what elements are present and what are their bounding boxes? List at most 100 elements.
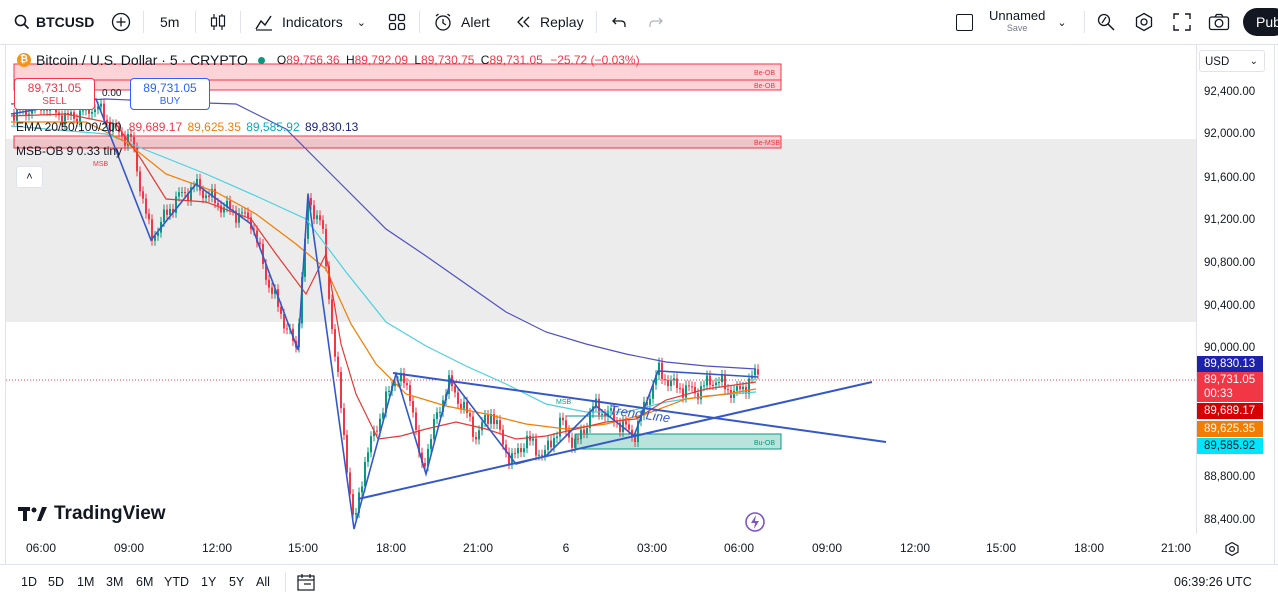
range-button-1y[interactable]: 1Y — [201, 575, 217, 589]
alert-button[interactable]: Alert — [433, 0, 490, 44]
top-toolbar: BTCUSD 5m Indicators ⌄ Alert Replay Unna… — [0, 0, 1278, 45]
collapse-legend-button[interactable]: ˄ — [16, 166, 43, 188]
range-button-5y[interactable]: 5Y — [229, 575, 245, 589]
candle-body — [76, 118, 78, 122]
utc-clock[interactable]: 06:39:26 UTC — [1174, 575, 1252, 589]
range-button-3m[interactable]: 3M — [106, 575, 124, 589]
compare-symbol-button[interactable] — [111, 0, 131, 44]
candle-body — [604, 413, 606, 417]
trend-line-upper[interactable] — [392, 372, 887, 443]
fullscreen-button[interactable] — [1173, 0, 1191, 44]
candle-body — [733, 390, 735, 398]
buy-button[interactable]: 89,731.05 BUY — [130, 78, 210, 110]
chart-type-button[interactable] — [209, 0, 227, 44]
candle-body — [550, 440, 552, 448]
indicators-button[interactable]: Indicators ⌄ — [254, 0, 366, 44]
divider — [195, 11, 196, 33]
candle-body — [664, 379, 666, 381]
candle-body — [100, 103, 102, 107]
candle-body — [475, 436, 477, 440]
indicators-label: Indicators — [282, 14, 343, 30]
chart-canvas[interactable]: Be-OB Be-OB Be-MSB Bu-OB MSB MSB Trend L… — [6, 44, 1196, 534]
candle-body — [724, 374, 726, 390]
quick-search-button[interactable] — [1096, 0, 1116, 44]
candle-body — [358, 492, 360, 513]
candle-body — [514, 453, 516, 455]
settings-button[interactable] — [1134, 0, 1154, 44]
range-button-5d[interactable]: 5D — [48, 575, 64, 589]
price-tick: 91,600.00 — [1204, 172, 1256, 184]
candle-body — [706, 375, 708, 386]
msb-legend[interactable]: MSB-OB 9 0.33 tiny — [16, 144, 122, 158]
sell-button[interactable]: 89,731.05 SELL — [14, 78, 95, 110]
currency-select[interactable]: USD ⌄ — [1199, 50, 1265, 72]
candle-body — [571, 437, 573, 448]
close-value: 89,731.05 — [489, 53, 543, 67]
range-button-1d[interactable]: 1D — [21, 575, 37, 589]
candle-body — [247, 212, 249, 218]
replay-button[interactable]: Replay — [515, 0, 584, 44]
candle-body — [268, 279, 270, 288]
publish-button[interactable]: Pub — [1243, 8, 1278, 36]
ema100-price-label: 89,585.92 — [1197, 438, 1263, 454]
candle-body — [112, 124, 114, 132]
bearish-msb-zone — [13, 135, 782, 149]
tradingview-logo[interactable]: TradingView — [18, 503, 166, 525]
ema-label: EMA 20/50/100/200 — [16, 120, 122, 134]
redo-button[interactable] — [648, 0, 664, 44]
range-button-6m[interactable]: 6M — [136, 575, 154, 589]
order-block-zones: Be-OB Be-OB Be-MSB Bu-OB MSB MSB — [13, 63, 782, 450]
candle-body — [379, 418, 381, 432]
candle-body — [61, 115, 63, 125]
candle-body — [610, 408, 612, 411]
candle-body — [139, 171, 141, 192]
candle-body — [742, 386, 744, 390]
candle-body — [352, 494, 354, 515]
candle-body — [13, 114, 15, 121]
brand-name: TradingView — [54, 503, 166, 524]
candle-body — [154, 235, 156, 241]
candle-body — [382, 412, 384, 419]
candle-body — [205, 195, 207, 199]
candle-body — [541, 454, 543, 456]
candle-body — [331, 299, 333, 330]
candle-body — [439, 411, 441, 413]
candle-body — [607, 410, 609, 417]
legend-title[interactable]: Bitcoin / U.S. Dollar · 5 · CRYPTO — [36, 52, 248, 68]
ema-legend[interactable]: EMA 20/50/100/200 89,689.17 89,625.35 89… — [16, 120, 358, 134]
candle-body — [628, 424, 630, 430]
layout-select[interactable]: Unnamed Save ⌄ — [956, 0, 1067, 44]
range-button-all[interactable]: All — [256, 575, 270, 589]
candle-body — [658, 362, 660, 376]
candle-body — [490, 413, 492, 424]
layout-status: Save — [1006, 23, 1028, 33]
snapshot-button[interactable] — [1208, 0, 1230, 44]
goto-date-button[interactable] — [296, 572, 316, 597]
candle-body — [283, 313, 285, 329]
undo-button[interactable] — [611, 0, 627, 44]
candle-body — [235, 210, 237, 223]
candle-body — [316, 215, 318, 220]
symbol-search[interactable]: BTCUSD — [14, 0, 94, 44]
candle-body — [544, 449, 546, 456]
buy-price: 89,731.05 — [143, 81, 197, 95]
lightning-icon[interactable] — [743, 510, 767, 539]
candle-body — [481, 422, 483, 431]
candle-body — [739, 386, 741, 390]
candle-body — [244, 212, 246, 214]
candle-body — [757, 369, 759, 375]
candle-body — [556, 436, 558, 438]
spread-value: 0.00 — [102, 88, 122, 99]
trend-line-lower[interactable] — [357, 381, 873, 500]
interval-button[interactable]: 5m — [160, 14, 180, 30]
axis-settings-button[interactable] — [1224, 541, 1240, 562]
candle-body — [211, 188, 213, 198]
range-button-1m[interactable]: 1M — [77, 575, 95, 589]
candle-body — [703, 385, 705, 387]
range-button-ytd[interactable]: YTD — [164, 575, 189, 589]
ema100-value: 89,585.92 — [246, 120, 300, 134]
candle-body — [328, 266, 330, 300]
layouts-button[interactable] — [388, 0, 406, 44]
ema20-value: 89,689.17 — [128, 120, 183, 134]
candle-body — [151, 219, 153, 241]
